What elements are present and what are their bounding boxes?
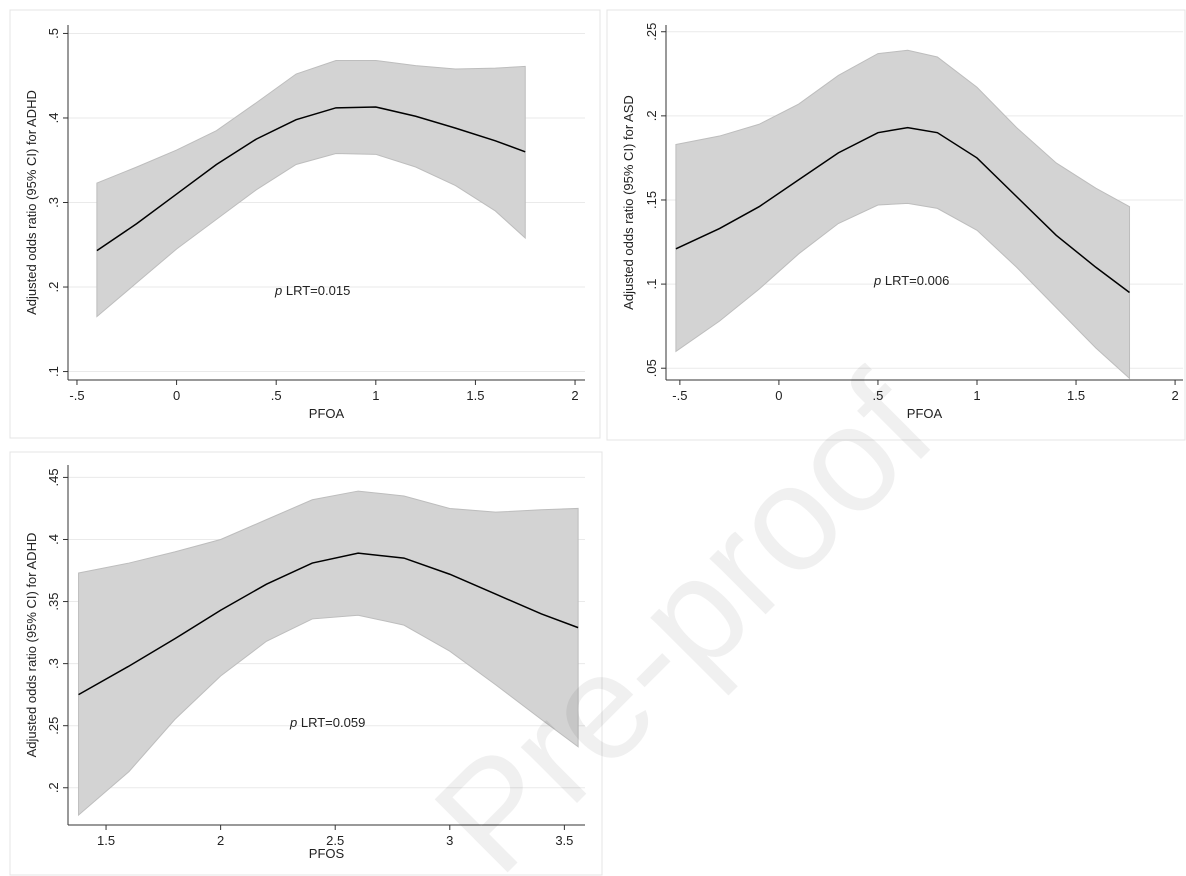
- annotation: p LRT=0.015: [274, 283, 350, 298]
- x-tick-label: 0: [775, 388, 782, 403]
- annotation: p LRT=0.006: [873, 273, 949, 288]
- x-tick-label: 3.5: [555, 833, 573, 848]
- y-tick-label: .3: [46, 197, 61, 208]
- x-tick-label: 0: [173, 388, 180, 403]
- confidence-band: [78, 490, 579, 817]
- y-tick-label: .4: [46, 534, 61, 545]
- x-tick-label: .5: [271, 388, 282, 403]
- y-axis-label: Adjusted odds ratio (95% CI) for ADHD: [24, 533, 39, 758]
- annotation-text: LRT=0.006: [885, 273, 949, 288]
- y-tick-label: .1: [644, 279, 659, 290]
- annotation: p LRT=0.059: [289, 715, 365, 730]
- x-axis-label: PFOS: [309, 846, 345, 861]
- x-tick-label: 2: [217, 833, 224, 848]
- confidence-band: [96, 60, 526, 318]
- y-tick-label: .5: [46, 28, 61, 39]
- y-tick-label: .35: [46, 593, 61, 611]
- y-tick-label: .4: [46, 113, 61, 124]
- x-tick-label: -.5: [69, 388, 84, 403]
- y-tick-label: .2: [644, 110, 659, 121]
- x-tick-label: 1.5: [466, 388, 484, 403]
- x-tick-label: 3: [446, 833, 453, 848]
- y-axis-label: Adjusted odds ratio (95% CI) for ADHD: [24, 90, 39, 315]
- y-tick-label: .1: [46, 366, 61, 377]
- fit-line: [96, 106, 526, 252]
- x-tick-label: 2: [1171, 388, 1178, 403]
- y-tick-label: .2: [46, 282, 61, 293]
- x-tick-label: 1.5: [97, 833, 115, 848]
- fit-line: [78, 552, 579, 696]
- x-tick-label: 2.5: [326, 833, 344, 848]
- y-tick-label: .05: [644, 359, 659, 377]
- y-axis-label: Adjusted odds ratio (95% CI) for ASD: [621, 95, 636, 310]
- annotation-text: LRT=0.059: [301, 715, 365, 730]
- annotation-italic: p: [873, 273, 881, 288]
- x-tick-label: 1: [372, 388, 379, 403]
- confidence-band: [675, 49, 1131, 380]
- x-tick-label: 1.5: [1067, 388, 1085, 403]
- annotation-italic: p: [289, 715, 297, 730]
- x-axis-label: PFOA: [907, 406, 943, 421]
- annotation-text: LRT=0.015: [286, 283, 350, 298]
- y-tick-label: .45: [46, 468, 61, 486]
- y-tick-label: .3: [46, 658, 61, 669]
- x-axis-label: PFOA: [309, 406, 345, 421]
- y-tick-label: .15: [644, 191, 659, 209]
- x-tick-label: -.5: [672, 388, 687, 403]
- annotation-italic: p: [274, 283, 282, 298]
- y-tick-label: .25: [46, 717, 61, 735]
- fit-line: [675, 126, 1130, 294]
- x-tick-label: 2: [571, 388, 578, 403]
- y-tick-label: .25: [644, 23, 659, 41]
- y-tick-label: .2: [46, 782, 61, 793]
- x-tick-label: 1: [973, 388, 980, 403]
- x-tick-label: .5: [873, 388, 884, 403]
